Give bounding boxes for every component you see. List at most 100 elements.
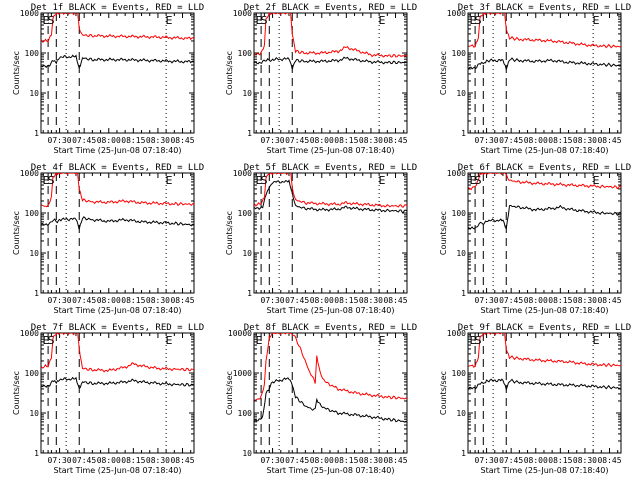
detector-panel: Det 3f BLACK = Events, RED = LLD 1 10 100 10…	[439, 3, 631, 155]
event-flag: S	[260, 14, 267, 27]
series-line-lld	[254, 333, 407, 401]
x-tick-label: 07:30	[261, 136, 285, 145]
x-tick-label: 07:30	[48, 456, 72, 465]
panel-title: Det 7f BLACK = Events, RED = LLD	[31, 323, 204, 333]
plot-frame	[467, 12, 622, 134]
series-line-events	[468, 378, 621, 392]
x-tick-label: 07:30	[48, 136, 72, 145]
series-line-lld	[468, 173, 621, 191]
y-tick-label: 1	[247, 129, 252, 138]
series-line-lld	[41, 333, 194, 373]
plot-frame	[40, 332, 195, 454]
series-group	[468, 13, 621, 72]
series-line-events	[254, 377, 407, 423]
series-line-lld	[254, 173, 407, 208]
y-tick-label: 1	[461, 449, 466, 458]
series-group	[254, 13, 407, 70]
x-tick-label: 07:30	[48, 296, 72, 305]
y-tick-label: 1	[34, 129, 39, 138]
event-flag: E	[592, 174, 599, 187]
event-flag: S	[474, 334, 481, 347]
x-tick-label: 08:30	[146, 456, 170, 465]
y-tick-label: 1	[461, 289, 466, 298]
panel-title: Det 1f BLACK = Events, RED = LLD	[31, 3, 204, 13]
y-tick-label: 1000	[20, 9, 39, 18]
x-tick-label: 08:30	[573, 296, 597, 305]
plot-frame	[40, 172, 195, 294]
event-flag: S	[47, 14, 54, 27]
series-line-events	[41, 376, 194, 389]
y-tick-label: 100	[238, 49, 253, 58]
y-tick-label: 10	[29, 249, 39, 258]
x-tick-label: 08:30	[146, 296, 170, 305]
x-tick-label: 08:45	[383, 136, 407, 145]
y-tick-label: 1000	[20, 169, 39, 178]
event-flag: S	[47, 174, 54, 187]
x-tick-label: 08:00	[310, 296, 334, 305]
plot-frame	[253, 172, 408, 294]
event-flag: S	[47, 334, 54, 347]
series-group	[41, 173, 194, 230]
x-tick-label: 08:00	[97, 136, 121, 145]
event-flag: E	[165, 334, 172, 347]
x-tick-label: 08:00	[310, 136, 334, 145]
plot-frame	[253, 332, 408, 454]
x-tick-label: 08:00	[97, 456, 121, 465]
event-flag: S	[474, 14, 481, 27]
series-group	[254, 333, 407, 423]
panel-title: Det 8f BLACK = Events, RED = LLD	[244, 323, 417, 333]
x-axis-label: Start Time (25-Jun-08 07:18:40)	[54, 146, 182, 155]
y-tick-label: 1000	[447, 169, 466, 178]
y-tick-label: 10	[456, 249, 466, 258]
event-flag: E	[378, 14, 385, 27]
y-tick-label: 1000	[447, 9, 466, 18]
x-tick-label: 08:00	[524, 456, 548, 465]
detector-panel: Det 4f BLACK = Events, RED = LLD 1 10 100 10…	[12, 163, 204, 315]
panel-title: Det 6f BLACK = Events, RED = LLD	[458, 163, 631, 173]
event-flag: E	[470, 174, 477, 187]
x-tick-label: 08:15	[548, 136, 572, 145]
panel-title: Det 9f BLACK = Events, RED = LLD	[458, 323, 631, 333]
x-axis-label: Start Time (25-Jun-08 07:18:40)	[267, 146, 395, 155]
y-axis-label: Counts/sec	[225, 371, 234, 415]
x-tick-label: 08:15	[121, 456, 145, 465]
y-tick-label: 1000	[447, 329, 466, 338]
series-line-events	[468, 204, 621, 230]
x-tick-label: 08:45	[383, 456, 407, 465]
x-tick-label: 08:30	[359, 136, 383, 145]
detector-panel: Det 5f BLACK = Events, RED = LLD 1 10 100 10…	[225, 163, 417, 315]
y-axis-label: Counts/sec	[439, 211, 448, 255]
x-tick-label: 08:30	[573, 136, 597, 145]
series-line-events	[41, 216, 194, 230]
series-line-events	[41, 54, 194, 70]
series-group	[468, 333, 621, 392]
x-tick-label: 07:45	[72, 296, 96, 305]
x-tick-label: 07:30	[475, 296, 499, 305]
event-flag: E	[256, 174, 263, 187]
y-tick-label: 100	[452, 49, 467, 58]
detector-panel: Det 2f BLACK = Events, RED = LLD 1 10 100 10…	[225, 3, 417, 155]
plot-frame	[253, 12, 408, 134]
x-axis-label: Start Time (25-Jun-08 07:18:40)	[267, 306, 395, 315]
panel-title: Det 2f BLACK = Events, RED = LLD	[244, 3, 417, 13]
x-tick-label: 07:30	[475, 136, 499, 145]
detector-panel: Det 6f BLACK = Events, RED = LLD 1 10 100 10…	[439, 163, 631, 315]
y-tick-label: 1	[247, 289, 252, 298]
event-flag: S	[260, 174, 267, 187]
event-flag: E	[378, 174, 385, 187]
event-flag: E	[43, 334, 50, 347]
x-tick-label: 07:30	[475, 456, 499, 465]
x-tick-label: 08:45	[597, 136, 621, 145]
event-flag: E	[256, 14, 263, 27]
x-tick-label: 08:45	[597, 456, 621, 465]
x-tick-label: 08:15	[548, 456, 572, 465]
y-axis-label: Counts/sec	[439, 371, 448, 415]
x-tick-label: 08:45	[170, 456, 194, 465]
y-tick-label: 1	[461, 129, 466, 138]
plot-frame	[467, 332, 622, 454]
y-tick-label: 10	[242, 89, 252, 98]
event-flag: E	[470, 14, 477, 27]
series-line-events	[254, 56, 407, 70]
x-tick-label: 08:00	[524, 136, 548, 145]
